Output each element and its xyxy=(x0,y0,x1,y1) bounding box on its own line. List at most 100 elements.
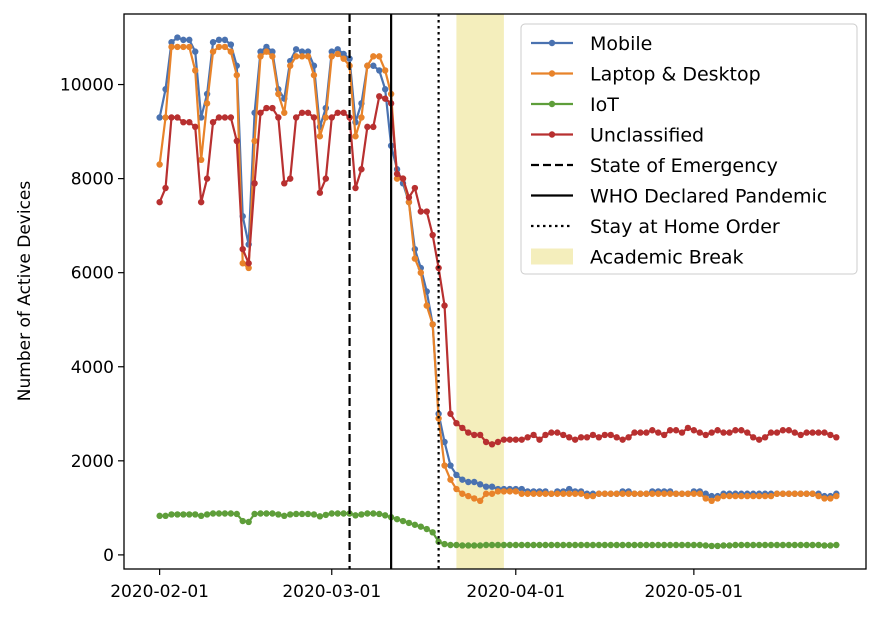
y-tick-label: 6000 xyxy=(71,264,114,284)
data-point-mobile xyxy=(459,476,466,483)
data-point-laptop-desktop xyxy=(156,161,163,168)
data-point-iot xyxy=(411,521,419,528)
plot-inner xyxy=(156,14,840,569)
data-point-laptop-desktop xyxy=(417,269,424,276)
data-point-mobile xyxy=(186,36,193,44)
data-point-laptop-desktop xyxy=(292,53,300,60)
data-point-iot xyxy=(203,511,211,518)
data-point-laptop-desktop xyxy=(257,53,264,60)
data-point-iot xyxy=(435,538,442,545)
data-point-iot xyxy=(476,542,484,549)
data-point-unclassified xyxy=(821,429,828,436)
data-point-iot xyxy=(180,511,187,518)
data-point-laptop-desktop xyxy=(215,43,223,51)
data-point-laptop-desktop xyxy=(482,490,490,497)
legend-marker-mobile xyxy=(548,39,556,47)
data-point-mobile xyxy=(257,48,264,55)
data-point-iot xyxy=(292,510,300,518)
data-point-laptop-desktop xyxy=(429,321,436,328)
data-point-laptop-desktop xyxy=(560,490,567,497)
data-point-laptop-desktop xyxy=(518,490,525,497)
data-point-laptop-desktop xyxy=(180,43,187,51)
data-point-laptop-desktop xyxy=(755,492,763,500)
x-tick-label: 2020-04-01 xyxy=(466,582,565,602)
data-point-unclassified xyxy=(684,424,692,432)
data-point-unclassified xyxy=(221,114,229,121)
data-point-unclassified xyxy=(423,208,430,215)
legend-label-iot: IoT xyxy=(590,94,619,116)
data-point-unclassified xyxy=(459,424,466,432)
data-point-iot xyxy=(162,512,169,520)
data-point-iot xyxy=(500,541,508,549)
data-point-iot xyxy=(287,511,294,518)
data-point-unclassified xyxy=(773,429,781,436)
data-point-iot xyxy=(328,510,335,517)
data-point-laptop-desktop xyxy=(245,264,252,272)
data-point-iot xyxy=(530,541,537,549)
data-point-laptop-desktop xyxy=(779,490,787,497)
data-point-iot xyxy=(376,510,383,518)
data-point-unclassified xyxy=(370,123,377,131)
data-point-iot xyxy=(364,510,371,517)
data-point-laptop-desktop xyxy=(364,62,371,69)
data-point-iot xyxy=(304,510,312,518)
data-point-iot xyxy=(482,541,490,549)
legend-label-who-declared-pandemic: WHO Declared Pandemic xyxy=(590,186,827,208)
data-point-mobile xyxy=(708,492,715,500)
data-point-iot xyxy=(423,525,430,533)
data-point-unclassified xyxy=(197,198,205,206)
data-point-unclassified xyxy=(833,434,840,441)
data-point-unclassified xyxy=(453,419,460,427)
data-point-iot xyxy=(678,541,686,549)
data-point-laptop-desktop xyxy=(192,67,199,74)
data-point-laptop-desktop xyxy=(488,490,496,497)
data-point-iot xyxy=(536,541,543,549)
data-point-unclassified xyxy=(482,438,490,446)
data-point-laptop-desktop xyxy=(316,133,324,140)
y-tick-label: 8000 xyxy=(71,170,114,190)
data-point-unclassified xyxy=(203,175,211,182)
data-point-laptop-desktop xyxy=(453,485,460,493)
data-point-laptop-desktop xyxy=(310,71,318,79)
data-point-mobile xyxy=(209,39,217,46)
data-point-unclassified xyxy=(655,429,662,436)
data-point-unclassified xyxy=(405,194,413,201)
data-point-iot xyxy=(720,542,727,549)
data-point-laptop-desktop xyxy=(524,490,531,497)
data-point-iot xyxy=(257,510,264,517)
data-point-mobile xyxy=(215,36,223,44)
data-point-iot xyxy=(518,541,525,549)
data-point-unclassified xyxy=(750,434,757,441)
y-tick-label: 4000 xyxy=(71,358,114,378)
data-point-laptop-desktop xyxy=(334,50,341,58)
x-tick-label: 2020-03-01 xyxy=(282,582,381,602)
data-point-laptop-desktop xyxy=(476,497,484,504)
data-point-laptop-desktop xyxy=(631,490,638,497)
data-point-iot xyxy=(684,541,692,549)
data-point-laptop-desktop xyxy=(441,462,448,469)
data-point-unclassified xyxy=(269,104,276,112)
data-point-unclassified xyxy=(376,93,383,100)
data-point-laptop-desktop xyxy=(548,490,555,497)
data-point-unclassified xyxy=(298,109,306,116)
data-point-iot xyxy=(726,542,733,549)
data-point-unclassified xyxy=(827,431,834,439)
data-point-unclassified xyxy=(215,114,223,121)
data-point-laptop-desktop xyxy=(340,55,347,62)
data-point-unclassified xyxy=(607,431,614,439)
data-point-unclassified xyxy=(613,434,620,441)
data-point-iot xyxy=(352,512,359,519)
data-point-laptop-desktop xyxy=(227,48,235,55)
data-point-iot xyxy=(714,542,721,550)
data-point-unclassified xyxy=(275,114,282,121)
data-point-laptop-desktop xyxy=(263,48,270,55)
span-academic-break xyxy=(456,14,504,569)
data-point-iot xyxy=(625,541,632,549)
data-point-mobile xyxy=(269,48,276,55)
data-point-laptop-desktop xyxy=(209,48,217,55)
data-point-iot xyxy=(512,541,519,549)
legend-marker-unclassified xyxy=(548,131,556,138)
data-point-laptop-desktop xyxy=(500,488,508,495)
data-point-laptop-desktop xyxy=(471,495,478,502)
data-point-unclassified xyxy=(518,436,525,443)
